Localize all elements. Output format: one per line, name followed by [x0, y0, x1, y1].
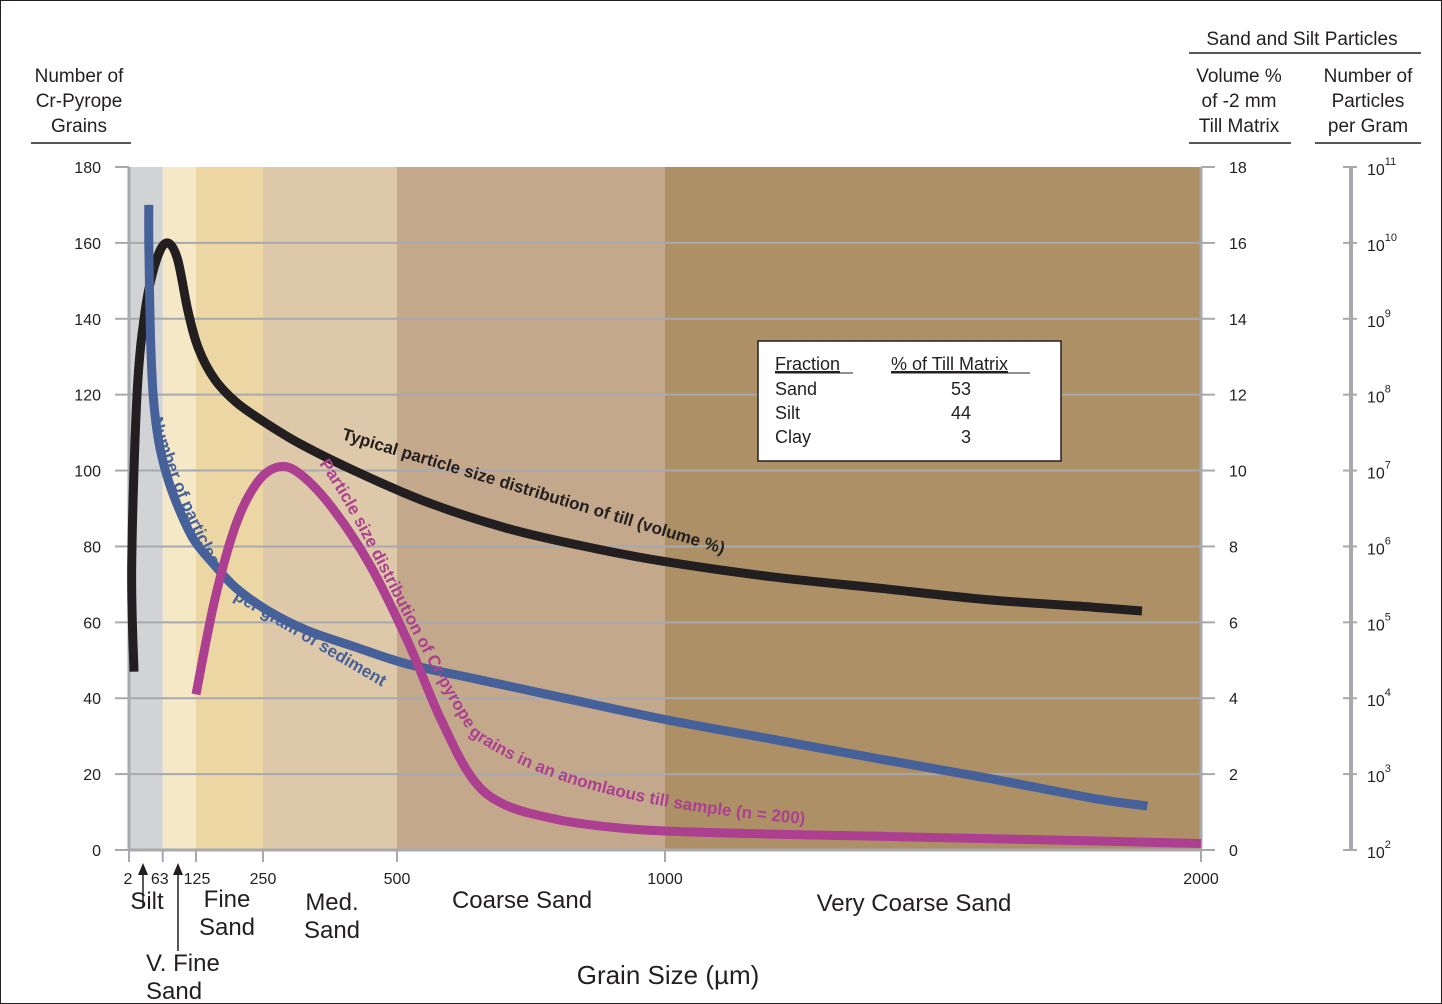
- zone-label-silt: Silt: [130, 888, 164, 915]
- particles-tick-label: 103: [1367, 763, 1391, 786]
- x-axis-title: Grain Size (µm): [577, 960, 760, 990]
- left-tick-label: 0: [92, 843, 101, 860]
- particles-tick-label: 104: [1367, 687, 1391, 710]
- volume-tick-label: 10: [1229, 464, 1247, 481]
- left-tick-label: 180: [74, 160, 101, 177]
- zone-label-med-sand: Med. Sand: [304, 889, 360, 944]
- x-tick-label: 2: [124, 871, 133, 888]
- curves: [127, 204, 1202, 848]
- grain-size-zones: [129, 167, 1201, 850]
- zone-label-fine-sand: Fine Sand: [199, 886, 255, 941]
- right-header-title: Sand and Silt Particles: [1206, 29, 1397, 50]
- zone-label-v-fine-sand: V. Fine Sand: [146, 950, 220, 1003]
- zone-label-coarse-sand: Coarse Sand: [452, 887, 592, 914]
- volume-tick-label: 8: [1229, 539, 1238, 556]
- zone-band-very-coarse-sand: [665, 167, 1201, 850]
- table-row-percent: 3: [961, 427, 971, 447]
- table-header-fraction: Fraction: [775, 354, 840, 374]
- x-tick-label: 2000: [1183, 871, 1219, 888]
- particles-tick-label: 1011: [1367, 156, 1396, 179]
- particles-tick-label: 107: [1367, 460, 1391, 483]
- series-line-3: [191, 461, 1202, 848]
- volume-axis-title: Volume % of -2 mm Till Matrix: [1196, 66, 1282, 137]
- left-tick-label: 60: [83, 615, 101, 632]
- silt-arrowhead: [138, 863, 148, 875]
- axes: 0 20 40 60 80 100 120 140 160 180 0 2 4 6 8 10 12 14 16 18 1…: [74, 156, 1397, 951]
- particles-axis-title: Number of Particles per Gram: [1324, 66, 1413, 137]
- particles-tick-label: 105: [1367, 611, 1391, 634]
- x-tick-label: 500: [384, 871, 411, 888]
- particles-tick-label: 109: [1367, 308, 1391, 331]
- table-row-percent: 53: [951, 379, 971, 399]
- table-row-fraction: Clay: [775, 427, 811, 447]
- left-tick-label: 80: [83, 539, 101, 556]
- particles-tick-label: 102: [1367, 839, 1391, 862]
- left-tick-label: 140: [74, 312, 101, 329]
- x-tick-label: 63: [151, 871, 169, 888]
- series-line-1: [127, 238, 1143, 672]
- volume-tick-label: 16: [1229, 236, 1247, 253]
- volume-tick-label: 14: [1229, 312, 1247, 329]
- table-row-percent: 44: [951, 403, 971, 423]
- particles-tick-label: 108: [1367, 384, 1391, 407]
- table-header-percent: % of Till Matrix: [891, 354, 1008, 374]
- series-line-2: [144, 204, 1149, 811]
- table-row-fraction: Sand: [775, 379, 817, 399]
- volume-tick-label: 0: [1229, 843, 1238, 860]
- zone-band-fine-sand: [196, 167, 263, 850]
- x-tick-label: 1000: [647, 871, 683, 888]
- table-row-fraction: Silt: [775, 403, 800, 423]
- left-tick-label: 120: [74, 388, 101, 405]
- x-tick-label: 125: [184, 871, 211, 888]
- gridlines: [129, 241, 1201, 776]
- fraction-table-box: [757, 340, 1062, 462]
- left-tick-label: 40: [83, 691, 101, 708]
- volume-tick-label: 18: [1229, 160, 1247, 177]
- volume-tick-label: 12: [1229, 388, 1247, 405]
- volume-tick-label: 2: [1229, 767, 1238, 784]
- zone-label-very-coarse-sand: Very Coarse Sand: [817, 890, 1012, 917]
- volume-tick-label: 4: [1229, 691, 1238, 708]
- left-tick-label: 160: [74, 236, 101, 253]
- vfine-arrowhead: [173, 863, 183, 875]
- volume-tick-label: 6: [1229, 615, 1238, 632]
- particles-tick-label: 1010: [1367, 232, 1397, 255]
- left-tick-label: 100: [74, 464, 101, 481]
- left-axis-title: Number of Cr-Pyrope Grains: [35, 66, 124, 137]
- x-tick-label: 250: [250, 871, 277, 888]
- left-tick-label: 20: [83, 767, 101, 784]
- particles-tick-label: 106: [1367, 535, 1391, 558]
